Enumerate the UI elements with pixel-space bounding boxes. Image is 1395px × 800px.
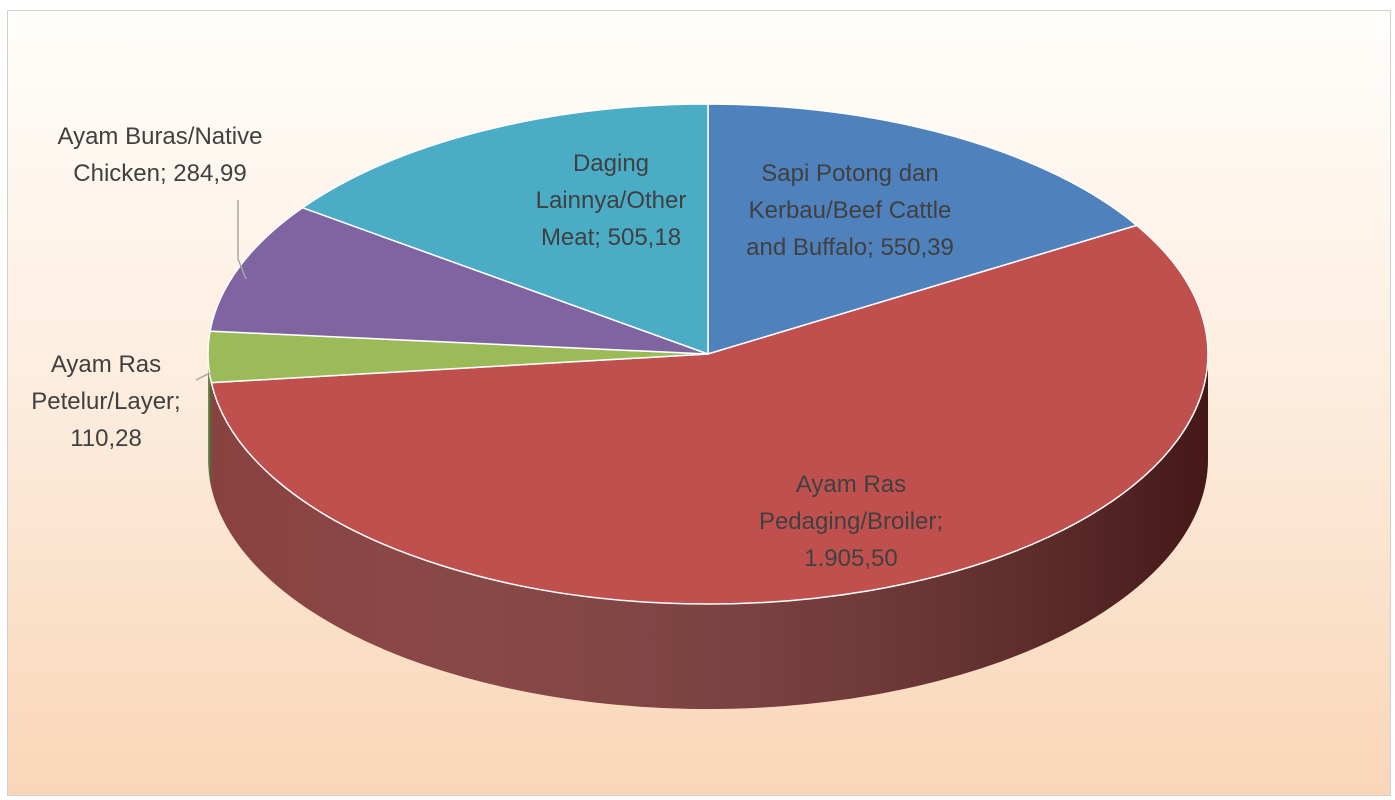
slice-label-3: Ayam Buras/Native Chicken; 284,99 [58,123,263,187]
slice-1 [210,224,1209,605]
slice-label-line: Ayam Ras [51,351,161,378]
leader-line-3 [237,200,247,280]
slice-0 [707,103,1138,355]
slice-label-4: Daging Lainnya/Other Meat; 505,18 [536,150,687,251]
leader-line-2 [195,373,213,381]
slice-label-line: Chicken; 284,99 [73,160,246,187]
slice-label-2: Ayam Ras Petelur/Layer; 110,28 [31,351,180,452]
slice-label-line: 1.905,50 [804,545,897,572]
slice-4 [301,103,709,355]
slice-label-1: Ayam Ras Pedaging/Broiler; 1.905,50 [759,471,943,572]
slice-label-line: Petelur/Layer; [31,388,180,415]
slice-label-line: Ayam Buras/Native [58,123,263,150]
slice-label-line: Daging [573,150,649,177]
slice-3 [209,206,709,355]
slice-label-line: Lainnya/Other [536,187,687,214]
chart-area: Sapi Potong dan Kerbau/Beef Cattle and Buf… [7,10,1391,796]
slice-label-0: Sapi Potong dan Kerbau/Beef Cattle and Buf… [746,160,954,261]
slice-side-1 [211,354,1208,710]
slice-side-2 [208,354,212,488]
slice-label-line: 110,28 [70,425,142,452]
slice-label-line: Meat; 505,18 [541,224,681,251]
pie-chart: Sapi Potong dan Kerbau/Beef Cattle and Buf… [31,103,1209,710]
slice-label-line: Pedaging/Broiler; [759,508,943,535]
slice-label-line: Ayam Ras [796,471,906,498]
slice-label-line: and Buffalo; 550,39 [746,234,954,261]
slice-label-line: Sapi Potong dan [761,160,938,187]
slice-label-line: Kerbau/Beef Cattle [749,197,952,224]
